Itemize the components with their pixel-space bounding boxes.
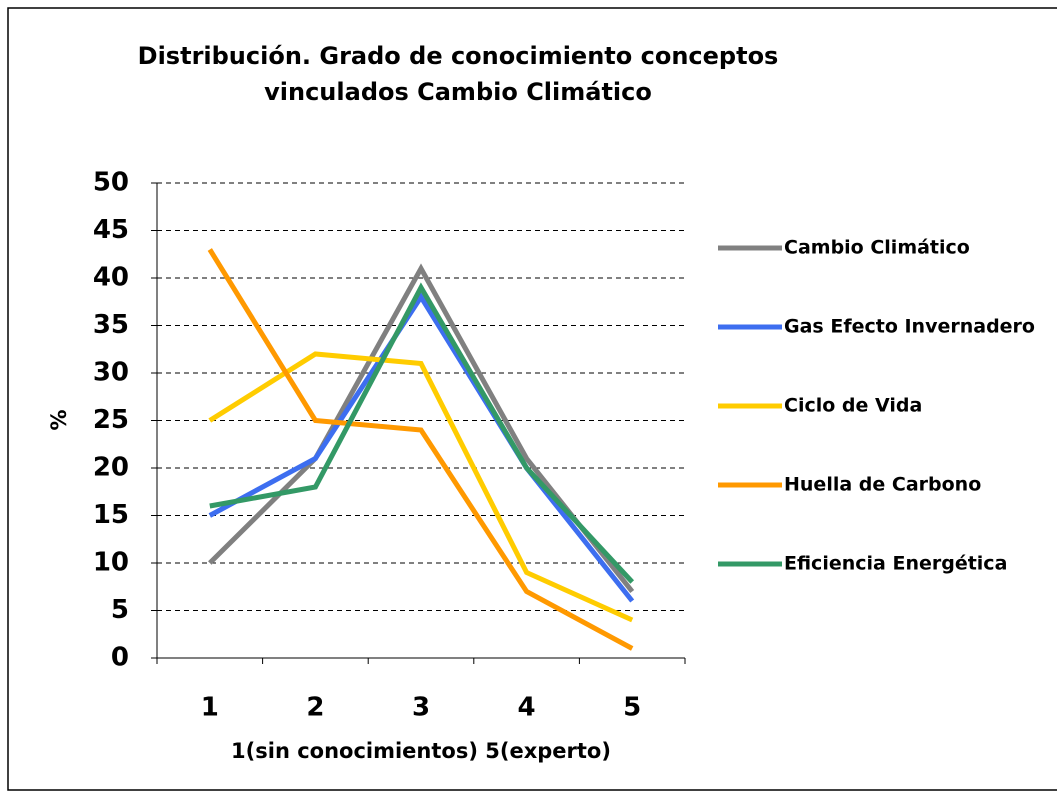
series-line [207, 248, 634, 651]
legend-label: Gas Efecto Invernadero [784, 316, 1035, 338]
y-tick-label: 10 [93, 548, 129, 578]
legend-label: Huella de Carbono [784, 474, 981, 496]
y-tick-label: 25 [93, 405, 129, 435]
y-axis-title: % [47, 409, 71, 430]
y-tick-label: 45 [93, 215, 129, 245]
y-tick-label: 20 [93, 453, 129, 483]
chart-title: Distribución. Grado de conocimiento conc… [137, 42, 779, 106]
legend-label: Cambio Climático [784, 237, 970, 259]
y-tick-label: 40 [93, 263, 129, 293]
series-line [208, 292, 635, 603]
y-tick-label: 50 [93, 168, 129, 198]
x-tick-label: 5 [623, 693, 641, 723]
y-tick-label: 5 [111, 595, 129, 625]
y-tick-label: 15 [93, 500, 129, 530]
legend-label: Ciclo de Vida [784, 395, 922, 417]
x-tick-label: 4 [518, 693, 536, 723]
x-axis-title: 1(sin conocimientos) 5(experto) [231, 739, 611, 763]
y-tick-label: 30 [93, 358, 129, 388]
y-tick-label: 35 [93, 310, 129, 340]
x-tick-label: 1 [201, 693, 219, 723]
x-tick-label: 3 [412, 693, 430, 723]
x-tick-label: 2 [306, 693, 324, 723]
series-line [209, 282, 635, 584]
legend-label: Eficiencia Energética [784, 553, 1007, 575]
chart-border [7, 7, 1057, 791]
series-line [208, 351, 634, 623]
y-tick-label: 0 [111, 643, 129, 673]
